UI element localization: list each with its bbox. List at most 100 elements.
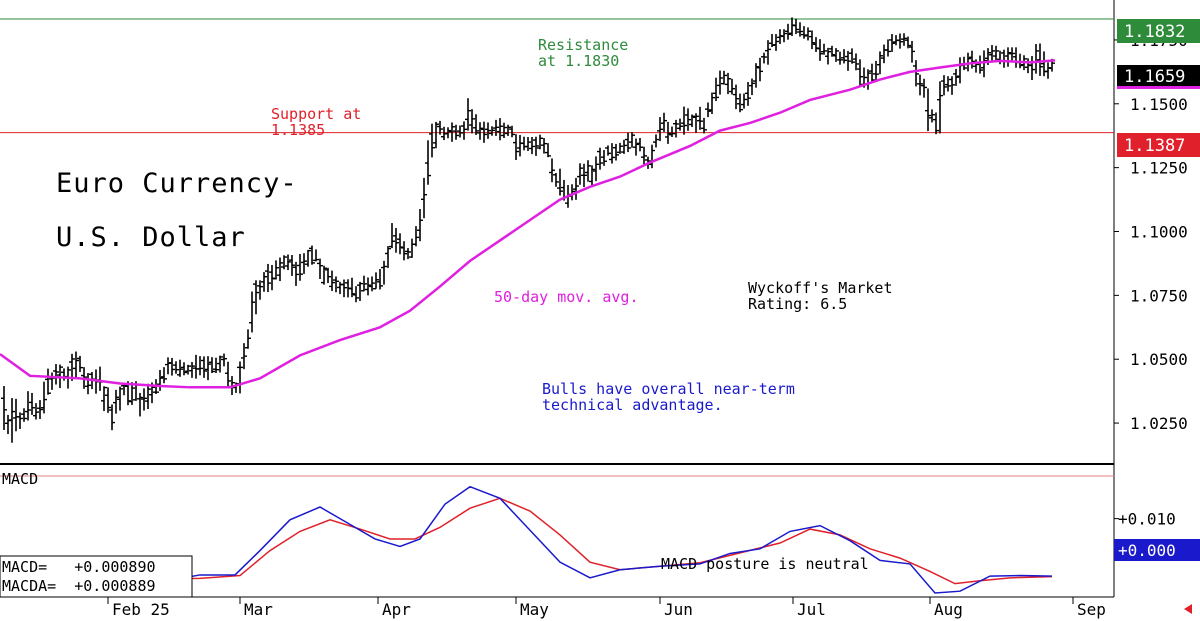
price-bar	[333, 276, 339, 293]
price-bar	[161, 367, 167, 384]
price-bar	[241, 343, 247, 370]
price-bar	[1009, 47, 1015, 62]
price-bar	[277, 257, 283, 282]
price-bar	[449, 122, 455, 142]
price-bar	[329, 270, 335, 292]
price-bar	[733, 84, 739, 110]
price-bar	[101, 386, 107, 412]
price-bar	[173, 361, 179, 374]
price-bar	[689, 114, 695, 128]
price-bar	[305, 249, 311, 267]
price-bar	[385, 246, 391, 269]
price-bar	[189, 362, 195, 378]
price-bar	[401, 241, 407, 261]
price-bar	[781, 29, 787, 43]
macd-panel-title: MACD	[2, 470, 38, 488]
price-bar	[613, 143, 619, 161]
price-bar	[821, 43, 827, 55]
price-bar	[793, 18, 799, 35]
price-bar	[829, 45, 835, 57]
price-bar	[141, 388, 147, 411]
price-bar	[257, 280, 263, 300]
price-bar	[185, 364, 191, 375]
price-bar	[249, 291, 255, 333]
price-bar	[1, 386, 7, 430]
date-tick-label: Feb 25	[112, 600, 170, 619]
price-bar	[509, 125, 515, 138]
price-bar	[705, 102, 711, 118]
price-bar	[937, 81, 943, 134]
macd-readout-box	[0, 555, 193, 598]
price-bar	[933, 112, 939, 135]
price-bar	[917, 74, 923, 96]
price-bar	[585, 160, 591, 182]
price-bar	[589, 165, 595, 188]
price-bar	[245, 329, 251, 349]
price-bar	[697, 106, 703, 130]
resistance-badge-text: 1.1832	[1124, 22, 1185, 42]
reference-lines	[0, 18, 1114, 134]
rating-note-line-2: Rating: 6.5	[748, 295, 847, 313]
price-bar	[889, 34, 895, 52]
price-bar	[1029, 56, 1035, 81]
price-bar	[473, 114, 479, 135]
price-tick-label: 1.0750	[1130, 286, 1188, 305]
date-tick-label: Apr	[382, 600, 411, 619]
price-bar	[45, 368, 51, 395]
chart-title-line-2: U.S. Dollar	[56, 222, 246, 253]
date-tick-label: Sep	[1077, 600, 1106, 619]
price-bar	[661, 112, 667, 132]
price-bar	[897, 33, 903, 49]
price-bar	[805, 27, 811, 41]
price-bar	[749, 78, 755, 96]
price-bar	[949, 76, 955, 95]
price-bar	[621, 139, 627, 154]
price-bar	[557, 168, 563, 196]
scroll-left-arrow-icon[interactable]	[1184, 604, 1192, 614]
price-bar	[921, 78, 927, 98]
price-bar	[909, 40, 915, 63]
outlook-note-line-2: technical advantage.	[542, 396, 723, 414]
price-bar	[1037, 43, 1043, 76]
price-bar	[485, 122, 491, 139]
price-bar	[981, 50, 987, 78]
price-bar	[877, 51, 883, 75]
price-bar	[461, 121, 467, 140]
price-bar	[753, 63, 759, 88]
price-bar	[501, 122, 507, 139]
price-bar	[541, 138, 547, 154]
price-bar	[369, 276, 375, 292]
price-bar	[573, 177, 579, 200]
price-bar	[85, 373, 91, 395]
price-bar	[553, 173, 559, 187]
price-bar	[637, 138, 643, 152]
price-bar	[849, 48, 855, 64]
price-bar	[217, 355, 223, 373]
price-bar	[505, 124, 511, 136]
price-tick-label: 1.0250	[1130, 414, 1188, 433]
price-bar	[73, 351, 79, 379]
price-bar	[525, 136, 531, 152]
price-bar	[261, 272, 267, 292]
price-bar	[625, 132, 631, 153]
price-bar	[17, 412, 23, 429]
price-bar	[721, 70, 727, 85]
price-bar	[417, 209, 423, 242]
price-bar	[629, 132, 635, 148]
resistance-note-line-2: at 1.1830	[538, 52, 619, 70]
price-bar	[225, 361, 231, 389]
price-bar	[941, 75, 947, 96]
price-bar	[137, 392, 143, 417]
price-bar	[389, 223, 395, 249]
price-bar	[549, 158, 555, 183]
price-bar	[113, 389, 119, 414]
price-bar	[313, 249, 319, 262]
price-bar	[797, 22, 803, 37]
price-bar	[693, 113, 699, 133]
price-bar	[41, 381, 47, 414]
price-bar	[289, 254, 295, 276]
price-bar	[657, 117, 663, 142]
macd-tick-label: +0.010	[1118, 510, 1176, 529]
price-bar	[853, 53, 859, 71]
